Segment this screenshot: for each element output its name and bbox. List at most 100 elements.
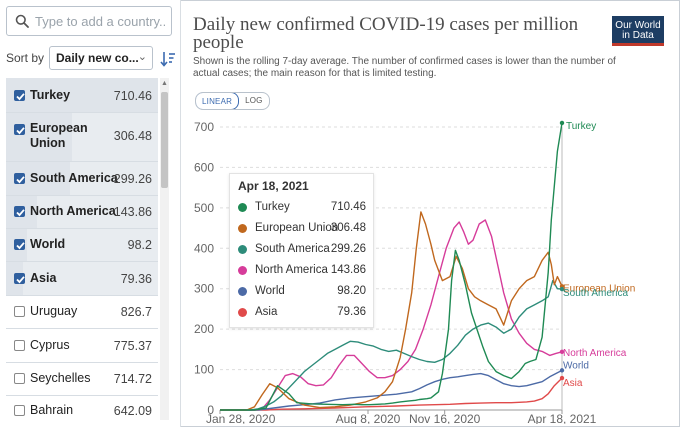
- chevron-down-icon: ⌄: [137, 51, 147, 63]
- country-checkbox[interactable]: [14, 306, 25, 317]
- country-value: 299.26: [113, 171, 152, 186]
- series-line-asia: [220, 377, 563, 411]
- series-endpoint: [559, 349, 565, 354]
- y-tick-label: 500: [194, 201, 214, 215]
- owid-logo[interactable]: Our World in Data: [612, 16, 664, 46]
- logo-line-2: in Data: [622, 30, 654, 41]
- country-checkbox[interactable]: [14, 124, 25, 135]
- log-scale-button[interactable]: LOG: [245, 96, 263, 105]
- value-bar: [6, 112, 72, 161]
- tooltip-row: North America 143.86: [238, 263, 366, 277]
- country-row[interactable]: South America 299.26: [6, 161, 158, 195]
- country-checkbox[interactable]: [14, 373, 25, 384]
- series-color-dot: [238, 203, 247, 212]
- country-row[interactable]: Uruguay 826.7: [6, 295, 158, 328]
- tooltip-row: South America 299.26: [238, 242, 366, 256]
- tooltip-row: European Union 306.48: [238, 221, 366, 235]
- search-input[interactable]: [35, 10, 165, 32]
- y-tick-label: 600: [194, 160, 214, 174]
- sort-order-icon[interactable]: [160, 50, 176, 68]
- country-row[interactable]: Asia 79.36: [6, 261, 158, 295]
- chart-subtitle: Shown is the rolling 7-day average. The …: [193, 56, 616, 79]
- series-endpoint: [559, 286, 565, 292]
- series-end-label: Turkey: [566, 121, 596, 132]
- country-checkbox[interactable]: [14, 206, 25, 217]
- country-checkbox[interactable]: [14, 404, 25, 416]
- series-end-label: European Union: [563, 283, 635, 294]
- y-tick-label: 0: [207, 403, 214, 417]
- y-tick-label: 400: [194, 241, 214, 255]
- country-name: World: [30, 237, 66, 251]
- row-divider: [6, 112, 158, 113]
- series-color-dot: [238, 224, 247, 233]
- country-row[interactable]: Seychelles 714.72: [6, 362, 158, 395]
- series-color-dot: [238, 308, 247, 317]
- tooltip-series-name: South America: [255, 243, 330, 255]
- series-color-dot: [238, 287, 247, 296]
- tooltip-series-name: World: [255, 285, 285, 297]
- tooltip-row: Asia 79.36: [238, 305, 366, 319]
- x-tick-label: Jan 28, 2020: [206, 412, 276, 424]
- country-name: Seychelles: [30, 371, 91, 385]
- country-name: North America: [30, 204, 116, 218]
- country-checkbox[interactable]: [14, 89, 25, 101]
- chart-title: Daily new confirmed COVID-19 cases per m…: [193, 14, 579, 53]
- country-name: South America: [30, 170, 118, 185]
- country-value: 775.37: [113, 338, 152, 353]
- search-icon: [15, 14, 29, 28]
- country-name: Cyprus: [30, 337, 70, 352]
- y-tick-label: 300: [194, 282, 214, 296]
- tooltip-series-name: Turkey: [255, 201, 290, 213]
- sidebar-divider: [180, 0, 181, 427]
- series-end-label: World: [563, 360, 589, 371]
- tooltip-series-value: 710.46: [330, 201, 366, 213]
- country-checkbox[interactable]: [14, 339, 25, 351]
- series-endpoint: [559, 120, 565, 126]
- country-row[interactable]: Cyprus 775.37: [6, 328, 158, 362]
- sort-select[interactable]: Daily new co... ⌄: [49, 46, 153, 70]
- tooltip-series-value: 143.86: [330, 264, 366, 276]
- x-tick-label: Apr 18, 2021: [528, 412, 597, 424]
- country-checkbox[interactable]: [14, 172, 25, 184]
- series-endpoint: [559, 375, 565, 381]
- linear-scale-button[interactable]: LINEAR: [195, 93, 240, 109]
- country-checkbox[interactable]: [14, 239, 25, 250]
- x-tick-label: Aug 8, 2020: [336, 412, 401, 424]
- y-tick-label: 700: [194, 120, 214, 134]
- country-row[interactable]: North America 143.86: [6, 195, 158, 228]
- y-tick-label: 100: [194, 363, 214, 377]
- tooltip-row: Turkey 710.46: [238, 200, 366, 214]
- logo-line-1: Our World: [615, 20, 661, 31]
- series-end-label: North America: [563, 348, 627, 359]
- tooltip-series-value: 98.20: [337, 285, 366, 297]
- list-scrollbar[interactable]: ▲: [160, 78, 169, 420]
- row-divider: [6, 261, 158, 262]
- country-value: 306.48: [113, 129, 152, 143]
- country-name: Uruguay: [30, 304, 78, 318]
- tooltip-row: World 98.20: [238, 284, 366, 298]
- country-name: Asia: [30, 270, 57, 285]
- country-row[interactable]: Bahrain 642.09: [6, 395, 158, 425]
- logo-stripe: [612, 43, 664, 46]
- country-row[interactable]: European Union 306.48: [6, 112, 158, 161]
- tooltip-series-value: 79.36: [337, 306, 366, 318]
- scrollbar-thumb[interactable]: [161, 92, 168, 188]
- country-row[interactable]: Turkey 710.46: [6, 78, 158, 112]
- series-end-label: Asia: [563, 378, 583, 389]
- country-checkbox[interactable]: [14, 272, 25, 284]
- country-name: Bahrain: [30, 402, 74, 417]
- series-line-world: [220, 369, 563, 411]
- search-box[interactable]: [6, 6, 172, 36]
- country-row[interactable]: World 98.2: [6, 228, 158, 261]
- country-value: 143.86: [113, 205, 152, 219]
- tooltip-series-name: European Union: [255, 222, 339, 234]
- series-line-turkey: [220, 122, 563, 411]
- tooltip-series-value: 306.48: [330, 222, 366, 234]
- series-color-dot: [238, 245, 247, 254]
- series-endpoint: [559, 368, 565, 373]
- hover-tooltip: Apr 18, 2021 Turkey 710.46 European Union 3…: [229, 173, 374, 328]
- row-divider: [6, 328, 158, 329]
- line-chart[interactable]: 0 100 200 300 400 500 600 700 Jan 28, 2020 Aug 8,…: [182, 112, 680, 424]
- scroll-up-icon[interactable]: ▲: [161, 80, 168, 87]
- country-value: 714.72: [113, 372, 152, 386]
